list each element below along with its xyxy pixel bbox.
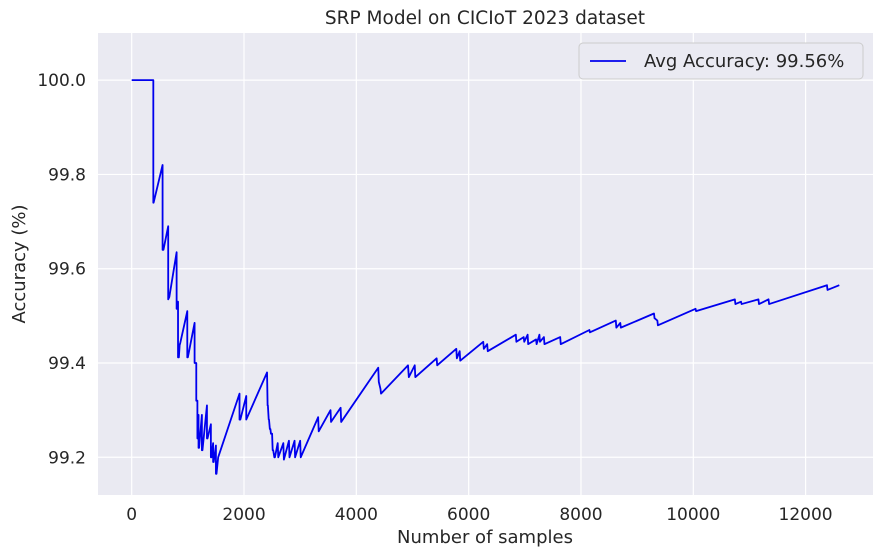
y-tick-label: 99.6 (48, 260, 86, 280)
x-tick-label: 2000 (222, 505, 265, 525)
y-tick-label: 99.4 (48, 354, 86, 374)
y-tick-label: 99.8 (48, 165, 86, 185)
y-tick-label: 100.0 (37, 71, 86, 91)
x-tick-labels: 0 2000 4000 6000 8000 10000 12000 (126, 505, 832, 525)
x-tick-label: 0 (126, 505, 137, 525)
legend: Avg Accuracy: 99.56% (578, 42, 864, 80)
legend-box (578, 42, 864, 80)
x-tick-label: 12000 (779, 505, 833, 525)
x-tick-label: 8000 (559, 505, 602, 525)
x-tick-label: 6000 (447, 505, 490, 525)
grid-lines (98, 33, 873, 495)
x-tick-label: 10000 (666, 505, 720, 525)
plot-background (98, 33, 873, 495)
chart-title: SRP Model on CICIoT 2023 dataset (325, 8, 645, 29)
x-tick-label: 4000 (335, 505, 378, 525)
y-tick-label: 99.2 (48, 448, 86, 468)
y-axis-label: Accuracy (%) (9, 204, 30, 323)
legend-label: Avg Accuracy: 99.56% (644, 51, 844, 72)
y-tick-labels: 99.2 99.4 99.6 99.8 100.0 (37, 71, 86, 468)
accuracy-line (131, 79, 840, 475)
x-axis-label: Number of samples (397, 527, 573, 548)
